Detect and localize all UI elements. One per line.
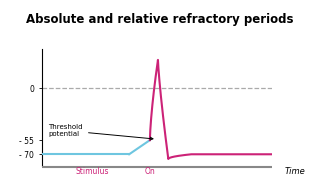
Text: Stimulus: Stimulus (76, 167, 109, 176)
Text: Threshold
potential: Threshold potential (49, 124, 153, 140)
Text: Absolute and relative refractory periods: Absolute and relative refractory periods (26, 12, 294, 26)
Text: On: On (145, 167, 155, 176)
Text: Time: Time (285, 167, 306, 176)
